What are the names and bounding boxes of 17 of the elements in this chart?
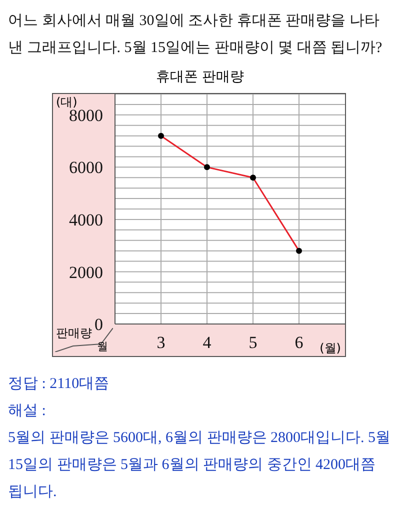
y-tick-label: 6000 xyxy=(69,158,103,178)
x-tick-label: 4 xyxy=(202,333,212,352)
chart-title: 휴대폰 판매량 xyxy=(154,68,246,87)
text: 정답 : 2110대쯤 xyxy=(8,375,110,394)
text: 해설 : xyxy=(8,402,47,421)
text: 판매량 xyxy=(56,326,92,340)
x-tick-label: 6 xyxy=(294,333,304,352)
text: 월 xyxy=(97,340,108,354)
y-axis-title: (대) xyxy=(56,94,78,110)
y-tick-label: 4000 xyxy=(69,210,103,230)
y-tick-label: 2000 xyxy=(69,262,103,282)
x-axis-title: (월) xyxy=(320,341,341,355)
text: 5월의 판매량은 5600대, 6월의 판매량은 2800대입니다. 5월 15일의 판매량은 5월과 6월의 판매량의 중간인 4200대쯤 됩니다. xyxy=(8,429,392,502)
x-tick-label: 5 xyxy=(248,333,258,352)
y-tick-label: 0 xyxy=(94,315,103,334)
text: 어느 회사에서 매월 30일에 조사한 휴대폰 판매량을 나타낸 그래프입니다. 5월 15일에는 판매량이 몇 대쯤 됩니까? xyxy=(8,12,384,58)
x-tick-label: 3 xyxy=(156,333,166,352)
